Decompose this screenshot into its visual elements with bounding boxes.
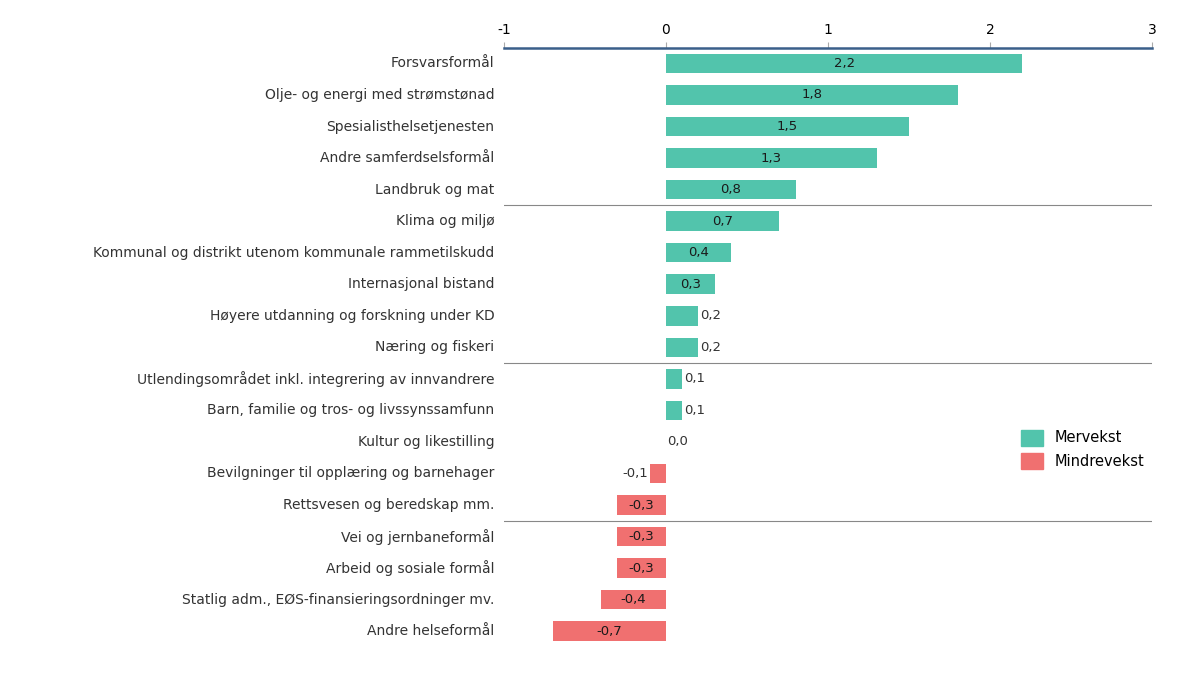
Bar (601, 590, 666, 609)
Text: 0,1: 0,1 (684, 404, 704, 417)
Text: Arbeid og sosiale formål: Arbeid og sosiale formål (326, 560, 494, 576)
Bar (666, 338, 698, 357)
Text: Andre helseformål: Andre helseformål (367, 624, 494, 638)
Text: Barn, familie og tros- og livssynssamfunn: Barn, familie og tros- og livssynssamfun… (208, 403, 494, 417)
Text: Spesialisthelsetjenesten: Spesialisthelsetjenesten (326, 120, 494, 133)
Bar (650, 464, 666, 484)
Text: Utlendingsområdet inkl. integrering av innvandrere: Utlendingsområdet inkl. integrering av i… (137, 371, 494, 387)
Text: Olje- og energi med strømstønad: Olje- og energi med strømstønad (265, 88, 494, 102)
Bar (666, 306, 698, 326)
Text: Klima og miljø: Klima og miljø (396, 214, 494, 228)
Text: 0,2: 0,2 (700, 309, 721, 322)
Text: Kommunal og distrikt utenom kommunale rammetilskudd: Kommunal og distrikt utenom kommunale ra… (94, 246, 494, 259)
Text: Bevilgninger til opplæring og barnehager: Bevilgninger til opplæring og barnehager (208, 466, 494, 481)
Text: -0,3: -0,3 (629, 498, 654, 511)
Text: 1,5: 1,5 (776, 120, 798, 133)
Bar (553, 621, 666, 641)
Bar (618, 527, 666, 546)
Text: -0,3: -0,3 (629, 530, 654, 543)
Text: 0,2: 0,2 (700, 340, 721, 354)
Text: -0,3: -0,3 (629, 562, 654, 575)
Text: 1,8: 1,8 (802, 89, 822, 101)
Text: Statlig adm., EØS-finansieringsordninger mv.: Statlig adm., EØS-finansieringsordninger… (182, 592, 494, 607)
Text: 0,4: 0,4 (688, 247, 709, 259)
Bar (666, 369, 683, 389)
Bar (666, 211, 780, 231)
Bar (618, 558, 666, 578)
Bar (666, 85, 958, 105)
Text: 1,3: 1,3 (761, 152, 782, 165)
Bar (666, 54, 1022, 74)
Text: Vei og jernbaneformål: Vei og jernbaneformål (341, 528, 494, 545)
Bar (666, 148, 876, 168)
Text: Internasjonal bistand: Internasjonal bistand (348, 277, 494, 291)
Legend: Mervekst, Mindrevekst: Mervekst, Mindrevekst (1021, 430, 1145, 469)
Text: 0,3: 0,3 (679, 278, 701, 291)
Text: 0,1: 0,1 (684, 373, 704, 385)
Bar (666, 274, 715, 294)
Text: Næring og fiskeri: Næring og fiskeri (376, 340, 494, 354)
Bar (666, 116, 910, 136)
Text: -0,1: -0,1 (623, 467, 648, 480)
Bar (666, 180, 796, 200)
Bar (618, 495, 666, 515)
Text: 2,2: 2,2 (834, 57, 854, 70)
Text: 0,8: 0,8 (720, 183, 742, 196)
Text: Høyere utdanning og forskning under KD: Høyere utdanning og forskning under KD (210, 308, 494, 323)
Text: -0,4: -0,4 (620, 593, 647, 606)
Text: Andre samferdselsformål: Andre samferdselsformål (320, 151, 494, 165)
Text: Landbruk og mat: Landbruk og mat (376, 183, 494, 197)
Text: 0,7: 0,7 (713, 215, 733, 227)
Text: Rettsvesen og beredskap mm.: Rettsvesen og beredskap mm. (283, 498, 494, 512)
Bar (666, 400, 683, 420)
Text: 0,0: 0,0 (667, 435, 689, 448)
Text: Kultur og likestilling: Kultur og likestilling (358, 435, 494, 449)
Text: Forsvarsformål: Forsvarsformål (391, 57, 494, 70)
Text: -0,7: -0,7 (596, 624, 622, 637)
Bar (666, 243, 731, 262)
